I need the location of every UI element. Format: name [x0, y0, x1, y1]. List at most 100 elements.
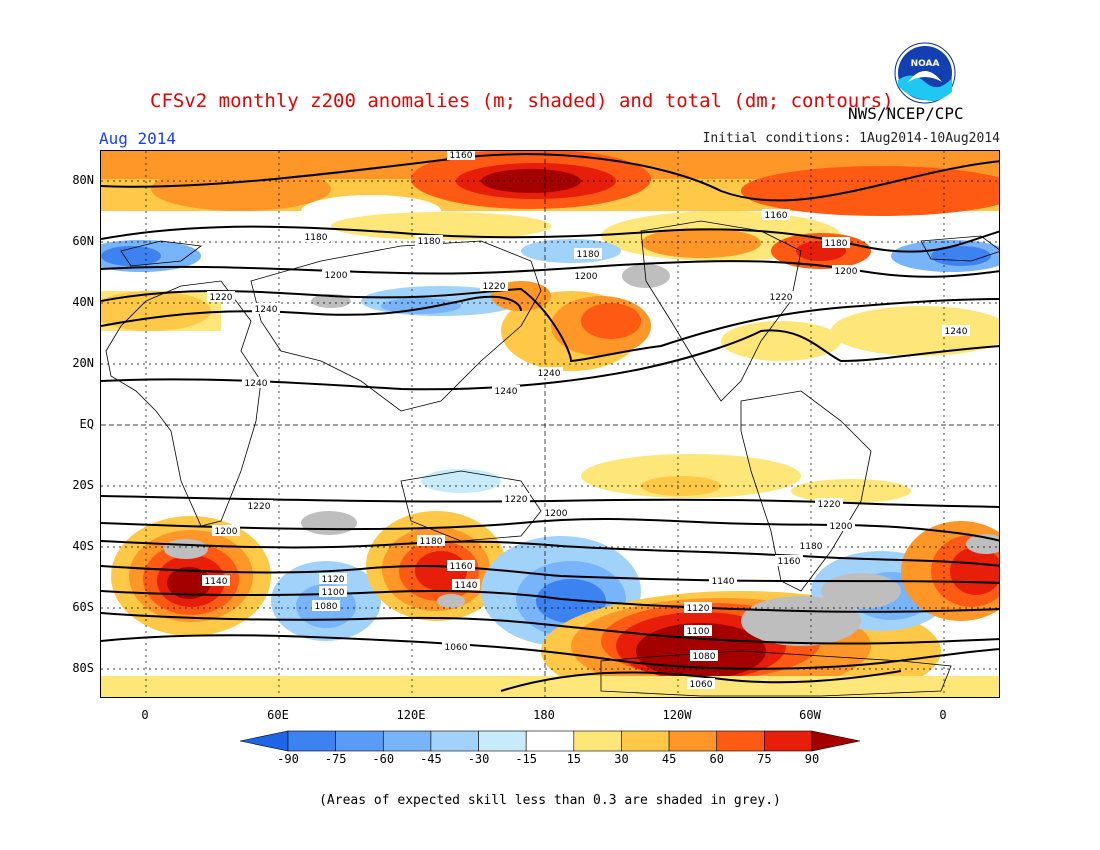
- colorbar-tick-label: -60: [372, 752, 395, 766]
- map-title: CFSv2 monthly z200 anomalies (m; shaded)…: [150, 90, 894, 112]
- contour-label: 1180: [415, 235, 443, 247]
- svg-text:1200: 1200: [835, 267, 858, 277]
- contour-label: 1180: [302, 231, 330, 243]
- colorbar-cell: [573, 730, 622, 752]
- colorbar-cell: [525, 730, 575, 752]
- contour-label: 1140: [709, 575, 737, 587]
- contour-label: 1100: [319, 586, 347, 598]
- svg-text:1080: 1080: [315, 602, 338, 612]
- colorbar-cell: [478, 730, 527, 752]
- contour-label: 1220: [207, 291, 235, 303]
- contour-label: 1240: [242, 377, 270, 389]
- initial-conditions: Initial conditions: 1Aug2014-10Aug2014: [702, 131, 1000, 146]
- contour-label: 1080: [312, 600, 340, 612]
- contour-label: 1200: [832, 265, 860, 277]
- colorbar-cell: [811, 730, 860, 752]
- svg-text:1100: 1100: [322, 588, 345, 598]
- colorbar-cell: [668, 730, 718, 752]
- lon-label: 60W: [799, 708, 821, 722]
- contour-label: 1100: [684, 625, 712, 637]
- lon-label: 180: [533, 708, 555, 722]
- contour-label: 1120: [319, 573, 347, 585]
- svg-text:1200: 1200: [575, 272, 598, 282]
- colorbar-tick-label: -90: [277, 752, 299, 766]
- contour-label: 1200: [212, 525, 240, 537]
- contour-label: 1060: [687, 678, 715, 690]
- contour-label: 1160: [447, 151, 475, 161]
- svg-text:1140: 1140: [205, 577, 228, 587]
- svg-text:1180: 1180: [825, 239, 848, 249]
- height-contours: [101, 153, 999, 692]
- contour-label: 1160: [775, 555, 803, 567]
- svg-text:1180: 1180: [420, 537, 443, 547]
- lon-label: 0: [141, 708, 149, 722]
- colorbar-cell: [621, 730, 670, 752]
- svg-text:1100: 1100: [687, 627, 710, 637]
- contour-label: 1240: [252, 303, 280, 315]
- svg-text:1180: 1180: [418, 237, 441, 247]
- svg-text:1240: 1240: [255, 305, 278, 315]
- colorbar-tick-label: 60: [709, 752, 724, 766]
- colorbar-cell: [764, 730, 813, 752]
- contour-label: 1060: [442, 641, 470, 653]
- svg-text:1220: 1220: [818, 500, 841, 510]
- contour-label: 1180: [574, 248, 602, 260]
- svg-text:1080: 1080: [693, 652, 716, 662]
- svg-text:1120: 1120: [687, 604, 710, 614]
- lon-label: 60E: [267, 708, 289, 722]
- contour-label: 1160: [447, 560, 475, 572]
- svg-text:1140: 1140: [455, 581, 478, 591]
- colorbar-cell: [335, 730, 384, 752]
- lat-label: 20S: [72, 478, 94, 492]
- skill-footnote: (Areas of expected skill less than 0.3 a…: [319, 793, 781, 808]
- logo-text: NOAA: [911, 59, 940, 69]
- colorbar-tick-label: 90: [804, 752, 820, 766]
- svg-text:1240: 1240: [495, 387, 518, 397]
- svg-text:1160: 1160: [450, 562, 473, 572]
- contour-label: 1200: [827, 520, 855, 532]
- svg-text:1220: 1220: [483, 282, 506, 292]
- contour-label: 1220: [502, 493, 530, 505]
- colorbar-cell: [430, 730, 479, 752]
- contour-labels: 1160 1180 1200 1220 1240 1240 1240 1240 …: [202, 151, 970, 690]
- svg-text:1160: 1160: [778, 557, 801, 567]
- contour-label: 1200: [572, 270, 600, 282]
- agency-label: NWS/NCEP/CPC: [848, 104, 964, 123]
- lat-label: 40S: [72, 539, 94, 553]
- svg-text:1200: 1200: [545, 509, 568, 519]
- graticule: [101, 151, 999, 697]
- contour-label: 1200: [542, 507, 570, 519]
- anomaly-shading: [101, 151, 999, 697]
- contour-label: 1160: [762, 209, 790, 221]
- lat-label: 80S: [72, 661, 94, 675]
- colorbar-tick-label: 30: [614, 752, 629, 766]
- map-canvas: 1160 1180 1200 1220 1240 1240 1240 1240 …: [101, 151, 999, 697]
- svg-text:1180: 1180: [800, 542, 823, 552]
- contour-label: 1080: [690, 650, 718, 662]
- contour-label: 1240: [535, 367, 563, 379]
- contour-label: 1180: [797, 540, 825, 552]
- lon-label: 120W: [662, 708, 692, 722]
- svg-text:1160: 1160: [765, 211, 788, 221]
- contour-label: 1140: [452, 579, 480, 591]
- colorbar-cell: [240, 730, 289, 752]
- noaa-logo: NOAA: [894, 42, 956, 104]
- colorbar-tick-label: -45: [420, 752, 442, 766]
- lat-label: 40N: [72, 295, 94, 309]
- svg-text:1180: 1180: [577, 250, 600, 260]
- svg-text:1120: 1120: [322, 575, 345, 585]
- colorbar-cell: [287, 730, 336, 752]
- contour-label: 1240: [492, 385, 520, 397]
- contour-label: 1220: [245, 500, 273, 512]
- lat-label: 20N: [72, 356, 94, 370]
- svg-text:1220: 1220: [210, 293, 233, 303]
- contour-label: 1140: [202, 575, 230, 587]
- lat-label: 60N: [72, 234, 94, 248]
- svg-text:1220: 1220: [770, 293, 793, 303]
- colorbar-cell: [716, 730, 765, 752]
- contour-label: 1220: [480, 280, 508, 292]
- svg-text:1240: 1240: [245, 379, 268, 389]
- svg-text:1220: 1220: [505, 495, 528, 505]
- colorbar-tick-label: -15: [515, 752, 538, 766]
- svg-text:1060: 1060: [690, 680, 713, 690]
